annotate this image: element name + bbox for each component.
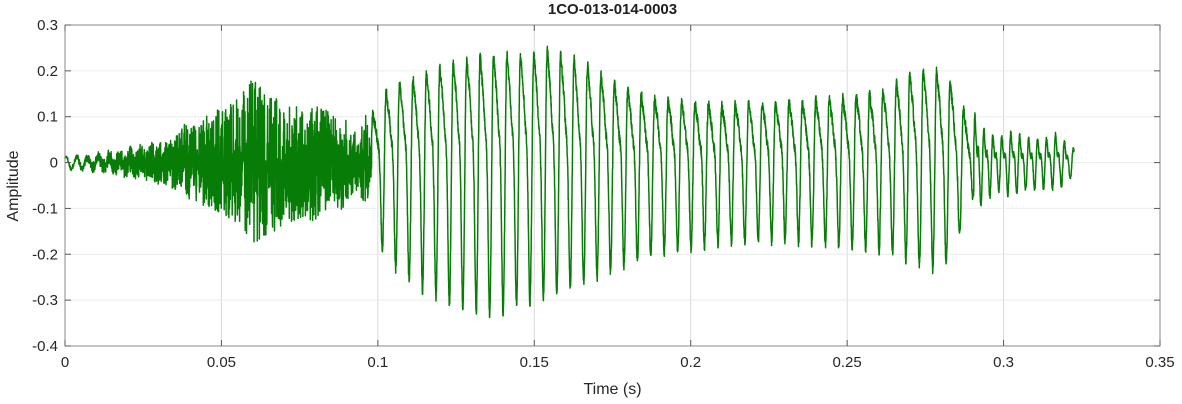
y-tick-label: -0.3	[32, 292, 58, 309]
waveform-series	[64, 45, 1075, 319]
x-tick-label: 0.25	[833, 354, 862, 371]
x-tick-label: 0.15	[520, 354, 549, 371]
axes-box	[64, 24, 1161, 347]
axes-frame	[64, 24, 1161, 347]
x-axis-label: Time (s)	[583, 381, 642, 398]
x-tick-label: 0.3	[993, 354, 1014, 371]
y-tick-label: 0.2	[37, 63, 58, 80]
chart-title: 1CO-013-014-0003	[547, 1, 678, 18]
x-tick-label: 0	[61, 354, 69, 371]
y-tick-label: 0.1	[37, 109, 58, 126]
y-tick-label: -0.2	[32, 246, 58, 263]
y-axis-label: Amplitude	[5, 150, 22, 222]
y-tick-label: 0	[50, 155, 58, 172]
y-tick-label: -0.4	[32, 338, 58, 355]
tick-labels: 0 0.05 0.1 0.15 0.2 0.25 0.3 0.35 0.3 0.2 0.1 0 -0.1…	[32, 17, 1174, 371]
x-tick-label: 0.35	[1145, 354, 1174, 371]
y-tick-label: 0.3	[37, 17, 58, 34]
y-tick-label: -0.1	[32, 200, 58, 217]
x-tick-label: 0.05	[207, 354, 236, 371]
x-tick-label: 0.2	[680, 354, 701, 371]
x-tick-label: 0.1	[367, 354, 388, 371]
waveform-path	[64, 45, 1075, 319]
